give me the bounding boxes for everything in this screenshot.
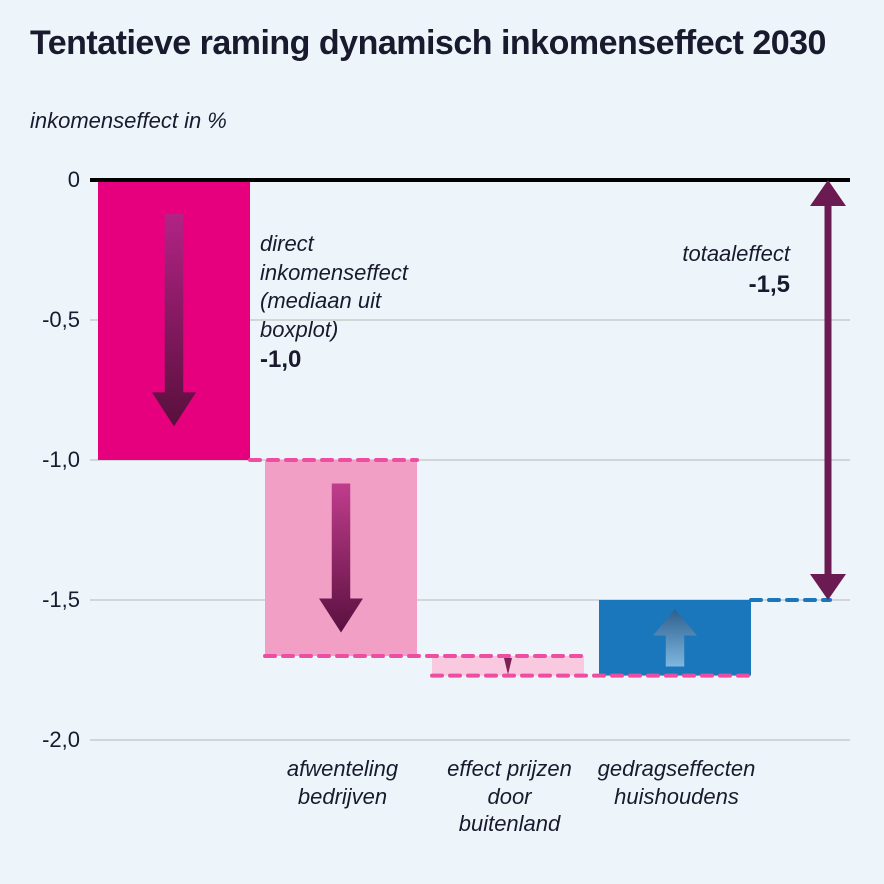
cat-afwenteling-l2: bedrijven	[298, 784, 387, 809]
cat-afwenteling-l1: afwenteling	[287, 756, 398, 781]
cat-buitenland-l1: effect prijzen	[447, 756, 572, 781]
annot-direct-value: -1,0	[260, 344, 408, 375]
ytick-2: -1,0	[20, 447, 80, 473]
waterfall-chart: 0 -0,5 -1,0 -1,5 -2,0 direct inkomenseff…	[30, 160, 850, 860]
annot-direct-line3: (mediaan uit	[260, 287, 408, 316]
ytick-4: -2,0	[20, 727, 80, 753]
cat-buitenland-l3: buitenland	[459, 811, 561, 836]
ytick-0: 0	[20, 167, 80, 193]
annot-direct: direct inkomenseffect (mediaan uit boxpl…	[260, 230, 408, 376]
annot-total: totaaleffect -1,5	[590, 240, 790, 300]
annot-direct-line1: direct	[260, 230, 408, 259]
cat-gedrag-l1: gedragseffecten	[598, 756, 756, 781]
page-root: Tentatieve raming dynamisch inkomenseffe…	[0, 0, 884, 884]
chart-subtitle: inkomenseffect in %	[30, 108, 227, 134]
annot-total-value: -1,5	[590, 269, 790, 300]
cat-label-gedrag: gedragseffecten huishoudens	[589, 755, 764, 810]
annot-total-label: totaaleffect	[590, 240, 790, 269]
cat-label-afwenteling: afwenteling bedrijven	[255, 755, 430, 810]
chart-title: Tentatieve raming dynamisch inkomenseffe…	[30, 24, 826, 63]
cat-buitenland-l2: door	[487, 784, 531, 809]
ytick-3: -1,5	[20, 587, 80, 613]
annot-direct-line4: boxplot)	[260, 316, 408, 345]
annot-direct-line2: inkomenseffect	[260, 259, 408, 288]
cat-label-buitenland: effect prijzen door buitenland	[422, 755, 597, 838]
cat-gedrag-l2: huishoudens	[614, 784, 739, 809]
ytick-1: -0,5	[20, 307, 80, 333]
